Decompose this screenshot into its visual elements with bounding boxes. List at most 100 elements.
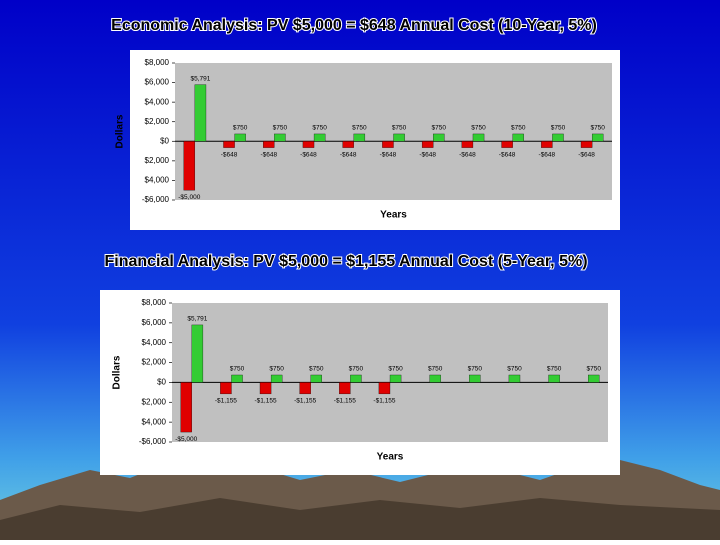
bar	[350, 374, 362, 383]
value-label: $750	[547, 366, 562, 373]
mountains-front	[0, 498, 720, 540]
bar	[302, 141, 315, 148]
x-axis-label: Years	[377, 452, 404, 463]
y-tick-label: $6,000	[142, 318, 167, 327]
bar	[508, 374, 521, 383]
bar	[194, 84, 207, 142]
bar	[234, 133, 246, 142]
value-label: $750	[309, 366, 324, 373]
value-label: $750	[269, 366, 284, 373]
bar	[552, 133, 564, 142]
bar	[389, 374, 402, 383]
y-tick-label: -$6,000	[139, 437, 167, 446]
bar	[183, 141, 196, 191]
y-axis-label: Dollars	[112, 355, 123, 389]
y-tick-label: $2,000	[145, 156, 170, 165]
value-label: -$648	[539, 151, 556, 158]
y-tick-label: -$6,000	[142, 195, 170, 204]
value-label: -$5,000	[175, 436, 197, 443]
plot-area	[175, 63, 612, 200]
bar	[180, 382, 192, 433]
y-tick-label: $4,000	[142, 338, 167, 347]
y-tick-label: $2,000	[145, 117, 170, 126]
bar	[310, 374, 322, 383]
value-label: $750	[388, 366, 403, 373]
value-label: $750	[428, 366, 443, 373]
value-label: $5,791	[190, 75, 210, 82]
value-label: $750	[230, 366, 245, 373]
y-tick-label: $6,000	[145, 78, 170, 87]
value-label: $750	[507, 366, 522, 373]
bar	[580, 141, 593, 148]
bar	[263, 141, 275, 148]
value-label: $750	[273, 125, 288, 132]
value-label: $750	[586, 366, 601, 373]
bar	[461, 141, 474, 148]
value-label: $750	[233, 125, 248, 132]
y-tick-label: $8,000	[145, 58, 170, 67]
value-label: -$1,155	[373, 398, 395, 405]
bar	[259, 382, 272, 395]
plot-area	[172, 303, 608, 442]
bar	[588, 374, 600, 383]
bar	[472, 133, 485, 142]
y-tick-label: $4,000	[142, 417, 167, 426]
y-tick-label: $0	[157, 378, 166, 387]
bar	[353, 133, 366, 142]
value-label: -$648	[499, 151, 516, 158]
value-label: -$1,155	[294, 398, 316, 405]
bar	[591, 133, 604, 142]
value-label: $750	[352, 125, 367, 132]
bar	[382, 141, 394, 148]
y-tick-label: $4,000	[145, 176, 170, 185]
bar	[429, 374, 441, 383]
x-axis-label: Years	[380, 210, 407, 221]
bar	[342, 141, 354, 148]
value-label: $750	[468, 366, 483, 373]
y-tick-label: $2,000	[142, 358, 167, 367]
value-label: -$1,155	[215, 398, 237, 405]
bar	[191, 324, 204, 383]
bar	[274, 133, 286, 142]
bar	[270, 374, 283, 383]
value-label: -$1,155	[255, 398, 277, 405]
bar	[231, 374, 243, 383]
value-label: -$648	[340, 151, 357, 158]
value-label: -$648	[380, 151, 397, 158]
chart-title: Economic Analysis: PV $5,000 = $648 Annu…	[111, 17, 597, 34]
y-tick-label: $2,000	[142, 397, 167, 406]
chart-title: Financial Analysis: PV $5,000 = $1,155 A…	[104, 253, 587, 270]
bar	[541, 141, 553, 148]
value-label: $750	[590, 125, 605, 132]
value-label: -$648	[300, 151, 317, 158]
bar	[548, 374, 560, 383]
value-label: $750	[551, 125, 566, 132]
value-label: $750	[349, 366, 364, 373]
bar	[339, 382, 351, 395]
value-label: $750	[432, 125, 447, 132]
bar	[512, 133, 524, 142]
value-label: -$648	[459, 151, 476, 158]
value-label: $750	[471, 125, 486, 132]
value-label: -$648	[578, 151, 595, 158]
y-tick-label: $8,000	[142, 298, 167, 307]
value-label: $5,791	[187, 316, 207, 323]
bar	[433, 133, 445, 142]
bar	[220, 382, 232, 395]
bar	[501, 141, 513, 148]
bar	[393, 133, 405, 142]
value-label: -$1,155	[334, 398, 356, 405]
value-label: $750	[511, 125, 526, 132]
value-label: -$648	[419, 151, 436, 158]
bar	[469, 374, 481, 383]
value-label: $750	[392, 125, 407, 132]
bar	[378, 382, 391, 395]
value-label: -$648	[260, 151, 277, 158]
value-label: -$648	[221, 151, 238, 158]
y-tick-label: $4,000	[145, 97, 170, 106]
value-label: -$5,000	[178, 194, 200, 201]
y-tick-label: $0	[160, 136, 169, 145]
bar	[299, 382, 311, 395]
